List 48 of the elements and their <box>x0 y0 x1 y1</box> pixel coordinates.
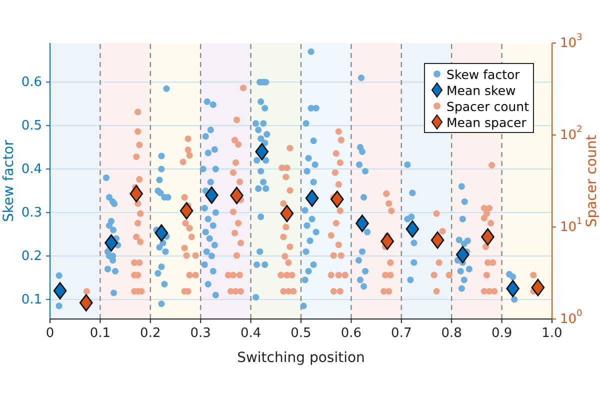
x-tick-label: 0.1 <box>90 326 111 340</box>
point <box>430 231 444 249</box>
x-tick-label: 0.2 <box>140 326 161 340</box>
point <box>79 294 93 312</box>
point <box>330 190 344 208</box>
x-tick-label: 0.5 <box>290 326 312 340</box>
y2-tick-label: 10$^{0}$ <box>560 309 583 326</box>
x-tick-label: 0.8 <box>441 326 462 340</box>
y-axis-title: Skew factor <box>0 140 17 222</box>
y-tick-label: 0.1 <box>21 292 42 307</box>
legend-label: Mean skew <box>446 82 516 98</box>
legend-label: Spacer count <box>446 98 529 114</box>
point <box>230 186 244 204</box>
point <box>255 143 268 160</box>
y-tick-label: 0.4 <box>21 162 42 177</box>
y-tick-label: 0.5 <box>21 118 42 134</box>
y-tick-label: 0.2 <box>21 248 42 264</box>
point <box>180 202 194 220</box>
point <box>481 228 494 246</box>
point <box>380 232 394 250</box>
point <box>280 204 294 222</box>
point <box>154 224 168 242</box>
point <box>204 186 218 204</box>
x-tick-label: 0.6 <box>340 326 362 340</box>
y2-axis-title: Spacer count <box>584 134 600 228</box>
y2-tick-label: 10$^{2}$ <box>560 125 582 142</box>
y2-tick-label: 10$^{1}$ <box>560 217 582 234</box>
point <box>406 220 420 238</box>
y-tick-label: 0.3 <box>21 205 42 220</box>
point <box>104 234 118 252</box>
x-tick-label: 0 <box>46 326 54 340</box>
point <box>130 185 143 202</box>
point <box>506 280 520 298</box>
point <box>53 282 67 300</box>
legend-label: Mean spacer <box>446 114 526 130</box>
y-tick-label: 0.6 <box>21 74 42 90</box>
point <box>305 190 319 207</box>
x-tick-label: 1.0 <box>542 326 562 340</box>
point <box>456 246 470 264</box>
x-axis-title: Switching position <box>237 350 365 366</box>
legend-label: Skew factor <box>446 66 520 82</box>
x-tick-label: 0.3 <box>190 326 211 340</box>
point <box>356 214 369 232</box>
point <box>531 278 545 296</box>
x-tick-label: 0.9 <box>491 326 512 340</box>
x-tick-label: 0.7 <box>391 326 412 340</box>
x-tick-label: 0.4 <box>240 326 262 340</box>
y2-tick-label: 10$^{3}$ <box>560 33 583 50</box>
